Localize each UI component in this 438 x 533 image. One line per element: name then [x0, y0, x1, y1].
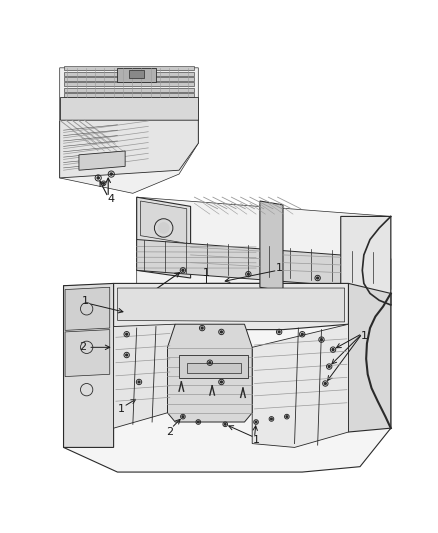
Text: 1: 1	[118, 404, 125, 414]
Circle shape	[103, 182, 104, 184]
Circle shape	[220, 381, 223, 383]
Polygon shape	[113, 284, 349, 329]
Circle shape	[209, 362, 211, 364]
Circle shape	[201, 327, 203, 329]
Text: 2: 2	[79, 342, 86, 352]
Text: 2: 2	[166, 427, 173, 437]
Circle shape	[317, 277, 318, 279]
Circle shape	[321, 338, 322, 341]
Polygon shape	[137, 197, 391, 324]
Circle shape	[255, 421, 257, 423]
Polygon shape	[64, 66, 194, 70]
Polygon shape	[252, 324, 349, 447]
Circle shape	[138, 381, 140, 383]
Polygon shape	[137, 197, 191, 278]
Polygon shape	[141, 201, 187, 244]
Polygon shape	[60, 97, 198, 120]
Circle shape	[126, 333, 127, 335]
Circle shape	[126, 354, 127, 356]
Polygon shape	[167, 324, 252, 422]
Polygon shape	[64, 88, 194, 92]
Circle shape	[325, 383, 326, 384]
Text: 4: 4	[108, 193, 115, 204]
Text: 1: 1	[202, 268, 209, 278]
Polygon shape	[65, 287, 110, 330]
Circle shape	[182, 269, 184, 271]
Circle shape	[278, 331, 280, 333]
Text: 1: 1	[81, 296, 88, 306]
Polygon shape	[341, 216, 391, 305]
Circle shape	[286, 416, 288, 417]
Polygon shape	[64, 71, 194, 76]
Circle shape	[182, 416, 184, 417]
Polygon shape	[179, 355, 248, 378]
Circle shape	[158, 223, 169, 233]
Text: 1: 1	[360, 331, 367, 341]
Circle shape	[301, 333, 303, 335]
Polygon shape	[60, 120, 198, 178]
Polygon shape	[64, 77, 194, 81]
Circle shape	[224, 424, 226, 425]
Polygon shape	[79, 151, 125, 170]
Polygon shape	[64, 284, 113, 447]
Polygon shape	[260, 201, 283, 291]
Polygon shape	[64, 284, 391, 472]
Circle shape	[97, 177, 99, 179]
Polygon shape	[64, 83, 194, 86]
Text: 3: 3	[145, 292, 152, 302]
Circle shape	[220, 331, 223, 333]
Circle shape	[332, 349, 334, 351]
Circle shape	[247, 273, 249, 275]
Polygon shape	[349, 284, 391, 432]
Text: 1: 1	[276, 263, 283, 273]
Polygon shape	[117, 68, 156, 82]
Polygon shape	[137, 239, 391, 289]
Circle shape	[271, 418, 272, 420]
Polygon shape	[117, 288, 345, 322]
Polygon shape	[129, 70, 145, 78]
Polygon shape	[187, 363, 240, 373]
Text: 1: 1	[253, 435, 260, 445]
Polygon shape	[113, 324, 175, 428]
Polygon shape	[60, 68, 198, 193]
Circle shape	[110, 173, 113, 175]
Circle shape	[328, 366, 330, 368]
Circle shape	[198, 421, 199, 423]
Polygon shape	[64, 93, 194, 97]
Polygon shape	[65, 329, 110, 377]
